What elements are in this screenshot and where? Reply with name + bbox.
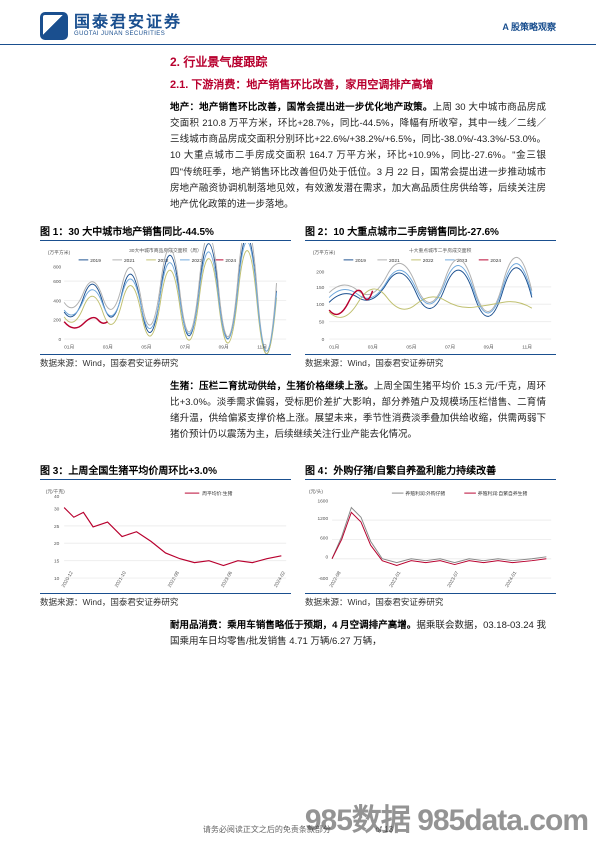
page-header: 国泰君安证券 GUOTAI JUNAN SECURITIES A 股策略观察	[0, 0, 596, 45]
svg-text:0: 0	[325, 554, 328, 560]
svg-text:0: 0	[322, 337, 325, 343]
svg-text:200: 200	[53, 318, 61, 324]
figure-3-title: 图 3：上周全国生猪平均价周环比+3.0%	[40, 462, 291, 480]
svg-text:2019: 2019	[355, 258, 366, 264]
figure-1-source: 数据来源：Wind，国泰君安证券研究	[40, 355, 291, 369]
figure-row-1: 图 1：30 大中城市地产销售同比-44.5% (万平方米) 30大中城市商品房…	[0, 223, 596, 369]
svg-text:07月: 07月	[180, 345, 190, 351]
section-heading-3: 2.1. 下游消费：地产销售环比改善，家用空调排产高增	[170, 76, 546, 92]
svg-text:40: 40	[54, 493, 60, 499]
svg-text:07月: 07月	[445, 345, 455, 351]
company-logo: 国泰君安证券 GUOTAI JUNAN SECURITIES	[40, 12, 182, 40]
svg-text:01月: 01月	[329, 345, 339, 351]
figure-3-chart: (元/千克) 周平均价:生猪 1015 2025 3040 2020-12 20…	[40, 482, 291, 593]
svg-text:200: 200	[316, 269, 324, 275]
paragraph-pig: 生猪：压栏二育扰动供给，生猪价格继续上涨。上周全国生猪平均价 15.3 元/千克…	[170, 379, 546, 444]
svg-text:2023-06: 2023-06	[220, 570, 234, 589]
svg-text:800: 800	[53, 265, 61, 271]
svg-text:2019: 2019	[90, 258, 101, 264]
svg-text:05月: 05月	[141, 345, 151, 351]
svg-text:400: 400	[53, 298, 61, 304]
svg-text:2022: 2022	[423, 258, 434, 264]
svg-text:2021: 2021	[124, 258, 135, 264]
para-label: 生猪：压栏二育扰动供给，生猪价格继续上涨。	[170, 381, 374, 392]
svg-text:03月: 03月	[368, 345, 378, 351]
figure-2-source: 数据来源：Wind，国泰君安证券研究	[305, 355, 556, 369]
svg-text:养殖利润:外购仔猪: 养殖利润:外购仔猪	[405, 490, 445, 497]
figure-4-source: 数据来源：Wind，国泰君安证券研究	[305, 594, 556, 608]
svg-text:周平均价:生猪: 周平均价:生猪	[202, 490, 232, 497]
svg-text:600: 600	[320, 535, 328, 541]
svg-text:(元/头): (元/头)	[309, 488, 324, 495]
svg-text:20: 20	[54, 541, 60, 547]
svg-text:(万平方米): (万平方米)	[313, 249, 336, 256]
svg-text:2024-02: 2024-02	[273, 570, 287, 589]
svg-text:1600: 1600	[317, 498, 328, 504]
figure-row-2: 图 3：上周全国生猪平均价周环比+3.0% (元/千克) 周平均价:生猪 101…	[0, 462, 596, 608]
svg-text:1200: 1200	[317, 516, 328, 522]
para-label: 地产：地产销售环比改善，国常会提出进一步优化地产政策。	[170, 102, 433, 113]
svg-text:50: 50	[319, 320, 325, 326]
logo-icon	[40, 12, 68, 40]
svg-text:2021-10: 2021-10	[114, 570, 128, 589]
svg-text:150: 150	[316, 285, 324, 291]
figure-3-source: 数据来源：Wind，国泰君安证券研究	[40, 594, 291, 608]
figure-1-title: 图 1：30 大中城市地产销售同比-44.5%	[40, 223, 291, 241]
svg-text:30大中城市商品房成交面积（周）: 30大中城市商品房成交面积（周）	[129, 247, 202, 254]
svg-text:2023-01: 2023-01	[388, 570, 402, 589]
svg-text:2024-01: 2024-01	[504, 570, 518, 589]
svg-text:2022-08: 2022-08	[329, 570, 343, 589]
svg-text:10: 10	[54, 576, 60, 582]
svg-text:09月: 09月	[219, 345, 229, 351]
figure-3: 图 3：上周全国生猪平均价周环比+3.0% (元/千克) 周平均价:生猪 101…	[40, 462, 291, 608]
figure-4-chart: (元/头) 养殖利润:外购仔猪 养殖利润:自繁自养生猪 -600 0 600 120…	[305, 482, 556, 593]
logo-cn: 国泰君安证券	[74, 15, 182, 31]
svg-text:2020-12: 2020-12	[61, 570, 75, 589]
figure-2-title: 图 2：10 大重点城市二手房销售同比-27.6%	[305, 223, 556, 241]
svg-text:100: 100	[316, 302, 324, 308]
svg-text:2024: 2024	[490, 258, 501, 264]
svg-text:01月: 01月	[64, 345, 74, 351]
figure-1: 图 1：30 大中城市地产销售同比-44.5% (万平方米) 30大中城市商品房…	[40, 223, 291, 369]
svg-text:0: 0	[59, 337, 62, 343]
svg-text:600: 600	[53, 279, 61, 285]
logo-en: GUOTAI JUNAN SECURITIES	[74, 31, 182, 37]
svg-text:养殖利润:自繁自养生猪: 养殖利润:自繁自养生猪	[478, 490, 528, 497]
paragraph-durables: 耐用品消费：乘用车销售略低于预期，4 月空调排产高增。据乘联会数据，03.18-…	[170, 618, 546, 650]
figure-2: 图 2：10 大重点城市二手房销售同比-27.6% (万平方米) 十大重点城市二…	[305, 223, 556, 369]
figure-4-title: 图 4：外购仔猪/自繁自养盈利能力持续改善	[305, 462, 556, 480]
figure-1-chart: (万平方米) 30大中城市商品房成交面积（周） 2019 2021 2022 2…	[40, 243, 291, 354]
figure-4: 图 4：外购仔猪/自繁自养盈利能力持续改善 (元/头) 养殖利润:外购仔猪 养殖…	[305, 462, 556, 608]
svg-text:十大重点城市二手房成交面积: 十大重点城市二手房成交面积	[409, 247, 472, 254]
svg-text:2024: 2024	[225, 258, 236, 264]
paragraph-realestate: 地产：地产销售环比改善，国常会提出进一步优化地产政策。上周 30 大中城市商品房…	[170, 100, 546, 213]
svg-text:30: 30	[54, 506, 60, 512]
svg-text:11月: 11月	[257, 345, 267, 351]
svg-text:03月: 03月	[103, 345, 113, 351]
svg-text:(万平方米): (万平方米)	[48, 249, 71, 256]
svg-text:2022-08: 2022-08	[167, 570, 181, 589]
svg-text:15: 15	[54, 558, 60, 564]
svg-text:25: 25	[54, 523, 60, 529]
svg-text:09月: 09月	[484, 345, 494, 351]
svg-text:2023-07: 2023-07	[446, 570, 460, 589]
watermark: 985数据 985data.com	[305, 795, 588, 839]
section-heading-2: 2. 行业景气度跟踪	[170, 53, 546, 70]
svg-text:05月: 05月	[406, 345, 416, 351]
para-label: 耐用品消费：乘用车销售略低于预期，4 月空调排产高增。	[170, 620, 416, 631]
doc-category: A 股策略观察	[502, 20, 556, 33]
svg-text:2021: 2021	[389, 258, 400, 264]
svg-text:11月: 11月	[522, 345, 532, 351]
figure-2-chart: (万平方米) 十大重点城市二手房成交面积 2019 2021 2022 2023…	[305, 243, 556, 354]
svg-text:-600: -600	[319, 576, 329, 582]
